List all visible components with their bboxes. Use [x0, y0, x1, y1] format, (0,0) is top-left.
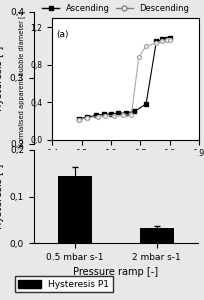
Ascending — [167, 36, 170, 40]
X-axis label: Pressure ratio [-]: Pressure ratio [-] — [93, 164, 157, 173]
X-axis label: Pressure ramp [-]: Pressure ramp [-] — [73, 267, 158, 277]
Ascending — [116, 112, 119, 115]
Descending — [103, 114, 106, 118]
Line: Descending: Descending — [76, 38, 171, 122]
Y-axis label: Normalised apparent bubble diameter [-]: Normalised apparent bubble diameter [-] — [18, 10, 25, 148]
Line: Ascending: Ascending — [76, 36, 171, 121]
Ascending — [165, 37, 167, 40]
Descending — [165, 39, 167, 42]
Ascending — [102, 112, 104, 116]
Descending — [77, 118, 80, 122]
Descending — [96, 115, 99, 119]
Ascending — [109, 112, 112, 116]
Descending — [121, 113, 123, 117]
Ascending — [124, 111, 126, 115]
Ascending — [132, 110, 135, 113]
Ascending — [144, 102, 147, 106]
Descending — [86, 116, 88, 120]
Descending — [130, 113, 132, 116]
Bar — [139, 228, 173, 243]
Y-axis label: Hysteresis [-]: Hysteresis [-] — [0, 45, 4, 111]
Ascending — [160, 38, 163, 41]
Text: (a): (a) — [56, 30, 69, 39]
Legend: Ascending, Descending: Ascending, Descending — [39, 0, 192, 16]
Descending — [144, 44, 147, 48]
Ascending — [154, 40, 157, 43]
Legend: Hysteresis P1: Hysteresis P1 — [15, 276, 112, 292]
Descending — [154, 41, 157, 45]
Descending — [137, 56, 139, 59]
Descending — [112, 114, 114, 118]
Ascending — [77, 117, 80, 121]
Ascending — [86, 115, 88, 119]
Descending — [160, 40, 163, 43]
Descending — [167, 38, 170, 42]
Bar — [57, 176, 92, 243]
Y-axis label: Hysteresis [-]: Hysteresis [-] — [0, 164, 4, 229]
Ascending — [95, 113, 97, 117]
